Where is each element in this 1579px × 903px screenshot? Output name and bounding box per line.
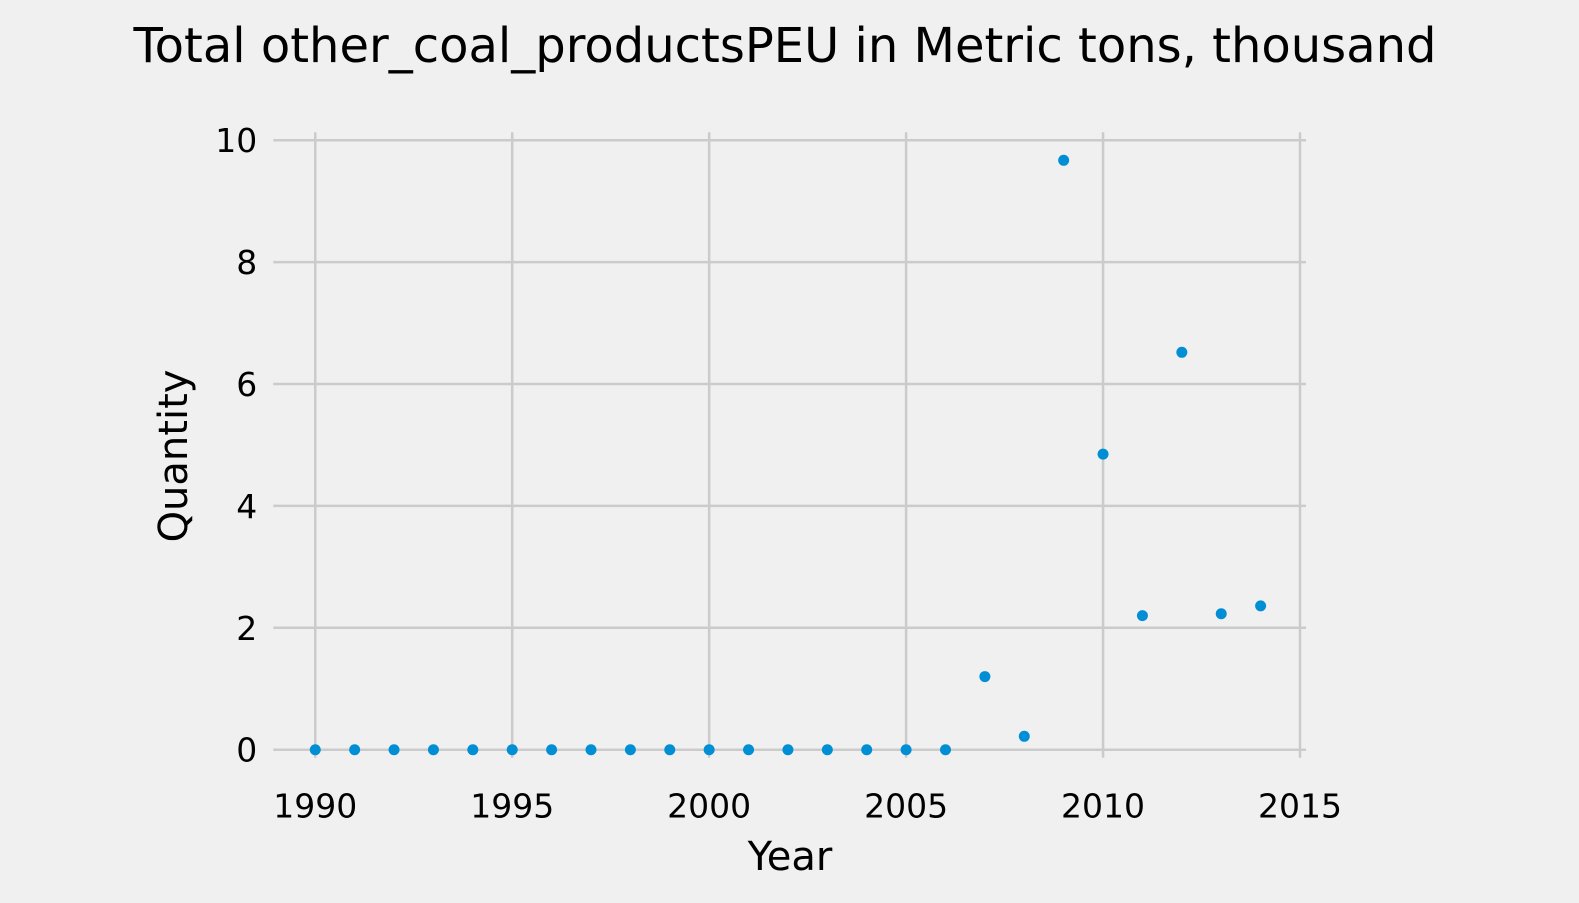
data-point [703, 744, 715, 756]
data-point [900, 744, 912, 756]
x-axis-label: Year [747, 834, 833, 880]
y-tick-label: 10 [215, 121, 257, 160]
data-point [861, 744, 873, 756]
x-tick-label: 1990 [273, 787, 357, 826]
data-point [979, 671, 991, 683]
y-tick-label: 6 [236, 365, 257, 404]
data-point [1176, 346, 1188, 358]
data-point [1136, 610, 1148, 622]
data-point [427, 744, 439, 756]
data-point [1215, 608, 1227, 620]
chart-title: Total other_coal_productsPEU in Metric t… [132, 18, 1436, 74]
data-points [309, 154, 1267, 756]
x-tick-label: 2000 [667, 787, 751, 826]
y-axis-label: Quantity [151, 370, 197, 543]
grid-layer [273, 132, 1306, 758]
data-point [664, 744, 676, 756]
y-tick-label: 8 [236, 243, 257, 282]
data-point [467, 744, 479, 756]
x-tick-label: 2005 [864, 787, 948, 826]
y-tick-label: 4 [236, 487, 257, 526]
data-point [506, 744, 518, 756]
data-point [388, 744, 400, 756]
data-point [821, 744, 833, 756]
y-tick-label: 2 [236, 609, 257, 648]
data-point [1097, 448, 1109, 460]
data-point [743, 744, 755, 756]
x-tick-label: 1995 [470, 787, 554, 826]
data-point [546, 744, 558, 756]
x-tick-label: 2015 [1258, 787, 1342, 826]
data-point [624, 744, 636, 756]
data-point [1058, 154, 1070, 166]
data-point [1255, 600, 1267, 612]
data-point [1018, 730, 1030, 742]
y-tick-label: 0 [236, 731, 257, 770]
data-point [782, 744, 794, 756]
tick-layer: 1990 1995 2000 2005 2010 2015 0 2 4 6 8 10 [215, 121, 1342, 826]
data-point [309, 744, 321, 756]
data-point [939, 744, 951, 756]
x-tick-label: 2010 [1061, 787, 1145, 826]
data-point [349, 744, 361, 756]
data-point [585, 744, 597, 756]
